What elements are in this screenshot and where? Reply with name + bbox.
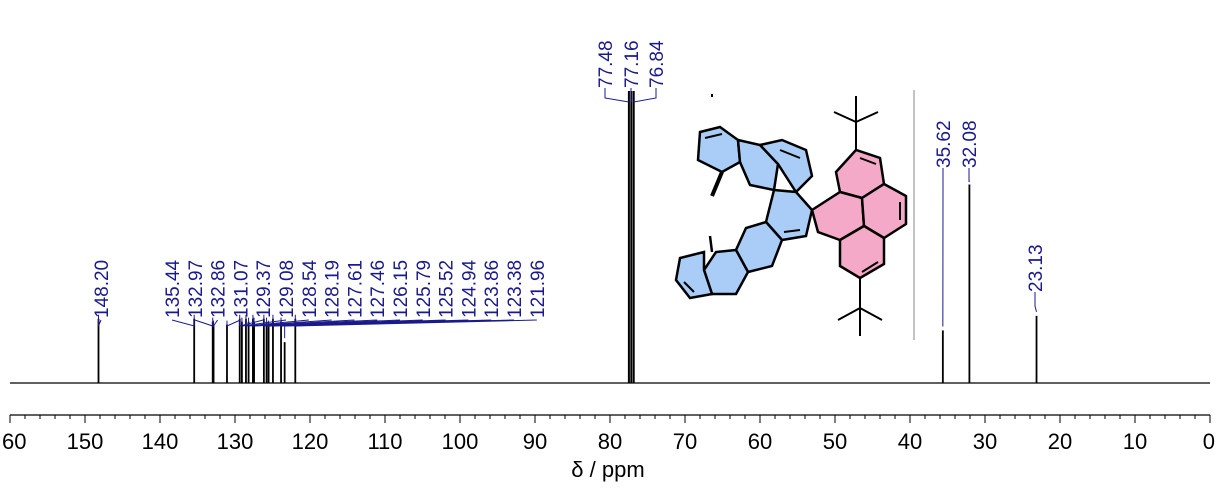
peak-label: 123.86 <box>482 260 503 318</box>
structure-bond <box>779 149 801 159</box>
peak-label: 121.96 <box>528 260 549 318</box>
peak-label: 125.52 <box>437 260 458 318</box>
peak-label: 129.08 <box>277 260 298 318</box>
x-tick-label: 80 <box>598 429 622 454</box>
peak-label-connector <box>272 314 469 327</box>
x-tick-label: 110 <box>367 429 402 454</box>
peak-label-connector <box>1034 292 1038 312</box>
structure-bond <box>859 307 883 321</box>
peak-label-connector <box>194 317 214 327</box>
x-tick-label: 30 <box>973 429 997 454</box>
structure-ring <box>757 138 814 194</box>
peak-label-connector <box>266 317 423 327</box>
x-tick-label: 10 <box>1123 429 1147 454</box>
peak-label-connector <box>213 319 219 328</box>
peak-label: 126.15 <box>391 260 412 318</box>
structure-bond <box>837 307 861 321</box>
x-tick-label: 130 <box>217 429 254 454</box>
peak-label-connector <box>633 88 657 103</box>
x-tick-label: 40 <box>898 429 922 454</box>
x-tick-label: 90 <box>523 429 547 454</box>
peak-label-connector <box>253 317 378 327</box>
x-tick-label: 70 <box>673 429 697 454</box>
peak-label-connector <box>294 314 537 327</box>
x-tick-label: 150 <box>67 429 104 454</box>
x-tick-label: 60 <box>2 429 26 454</box>
peak-label-connector <box>245 314 309 327</box>
peak-label: 127.61 <box>345 260 366 318</box>
peak-label-connector <box>604 88 629 103</box>
x-tick-label: 100 <box>442 429 479 454</box>
x-tick-label: 0 <box>1203 429 1215 454</box>
x-tick-label: 60 <box>748 429 772 454</box>
peak-label: 76.84 <box>647 40 668 88</box>
peak-label: 132.97 <box>186 260 207 318</box>
x-tick-label: 140 <box>142 429 179 454</box>
molecule-structure-image <box>674 90 915 340</box>
peak-label-connector <box>239 314 264 327</box>
peak-label-connector <box>263 314 401 327</box>
peak-label: 23.13 <box>1026 244 1047 292</box>
structure-bond <box>683 281 695 293</box>
structure-bond <box>861 261 879 273</box>
peak-label-connector <box>171 314 195 327</box>
peak-label-connector <box>248 317 332 327</box>
peak-label-connector <box>241 317 287 327</box>
peak-label: 125.79 <box>414 260 435 318</box>
peak-label: 123.38 <box>505 260 526 318</box>
peak-label: 129.37 <box>254 260 275 318</box>
peak-label-connector <box>268 319 446 327</box>
peak-label: 35.62 <box>934 120 955 168</box>
peak-label: 127.46 <box>368 260 389 318</box>
peak-label: 128.19 <box>323 260 344 318</box>
peak-label-connector <box>252 314 355 327</box>
structure-bond <box>859 157 877 165</box>
structure-bond <box>708 235 714 253</box>
x-tick-label: 50 <box>823 429 847 454</box>
peak-label: 77.48 <box>596 40 617 88</box>
structure-bond <box>704 133 723 139</box>
peak-label: 132.86 <box>209 260 230 318</box>
peak-label: 135.44 <box>163 259 184 318</box>
peak-label: 124.94 <box>459 259 480 318</box>
peak-label-connector <box>98 314 102 327</box>
x-tick-label: 20 <box>1048 429 1072 454</box>
peak-label: 148.20 <box>92 260 113 318</box>
structure-bond <box>710 171 724 197</box>
peak-label: 128.54 <box>300 259 321 318</box>
structure-bond <box>783 229 801 233</box>
peak-label: 131.07 <box>231 260 252 318</box>
peak-label: 32.08 <box>960 120 981 168</box>
structure-bond <box>833 111 857 123</box>
structure-ring <box>674 250 714 300</box>
peak-label: 77.16 <box>622 40 643 88</box>
x-tick-label: 120 <box>292 429 329 454</box>
x-axis-title: δ / ppm <box>571 457 644 482</box>
structure-bond <box>855 111 879 123</box>
peak-label-connector <box>226 319 241 327</box>
